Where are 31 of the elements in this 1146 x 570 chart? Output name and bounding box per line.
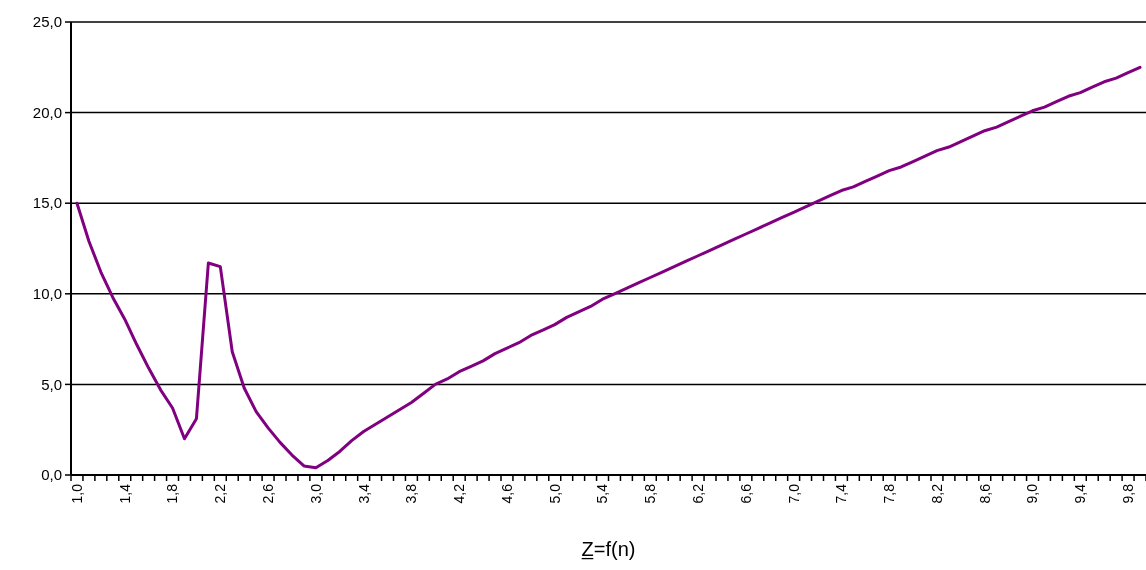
- x-tick-label: 7,8: [881, 483, 898, 504]
- x-tick-label: 1,0: [68, 483, 85, 504]
- y-tick-label: 10,0: [32, 285, 62, 303]
- y-tick-label: 15,0: [32, 194, 62, 212]
- x-tick-label: 5,4: [594, 483, 611, 504]
- x-tick-label: 9,8: [1119, 483, 1136, 504]
- x-tick-label: 2,2: [212, 483, 229, 504]
- x-tick-label: 9,0: [1024, 483, 1041, 504]
- x-tick-label: 7,4: [833, 483, 850, 504]
- x-tick-label: 6,2: [689, 483, 706, 504]
- x-tick-label: 5,8: [642, 483, 659, 504]
- line-series: [75, 65, 1142, 470]
- x-tick-label: 3,8: [403, 483, 420, 504]
- x-tick-label: 3,4: [355, 483, 372, 504]
- x-tick-label: 1,8: [164, 483, 181, 504]
- x-tick-label: 2,6: [259, 483, 276, 504]
- x-tick-label: 4,6: [498, 483, 515, 504]
- x-tick-label: 6,6: [737, 483, 754, 504]
- x-tick-label: 7,0: [785, 483, 802, 504]
- y-tick-label: 0,0: [41, 466, 62, 484]
- x-axis-title: Z̲=f(n): [581, 538, 636, 560]
- x-tick-label: 3,0: [307, 483, 324, 504]
- y-tick-label: 5,0: [41, 375, 62, 393]
- y-tick-label: 25,0: [32, 13, 62, 31]
- x-tick-label: 8,6: [976, 483, 993, 504]
- x-tick-label: 9,4: [1072, 483, 1089, 504]
- x-tick-label: 1,4: [116, 483, 133, 504]
- y-tick-label: 20,0: [32, 103, 62, 121]
- x-tick-label: 5,0: [546, 483, 563, 504]
- x-tick-label: 8,2: [928, 483, 945, 504]
- x-tick-label: 4,2: [451, 483, 468, 504]
